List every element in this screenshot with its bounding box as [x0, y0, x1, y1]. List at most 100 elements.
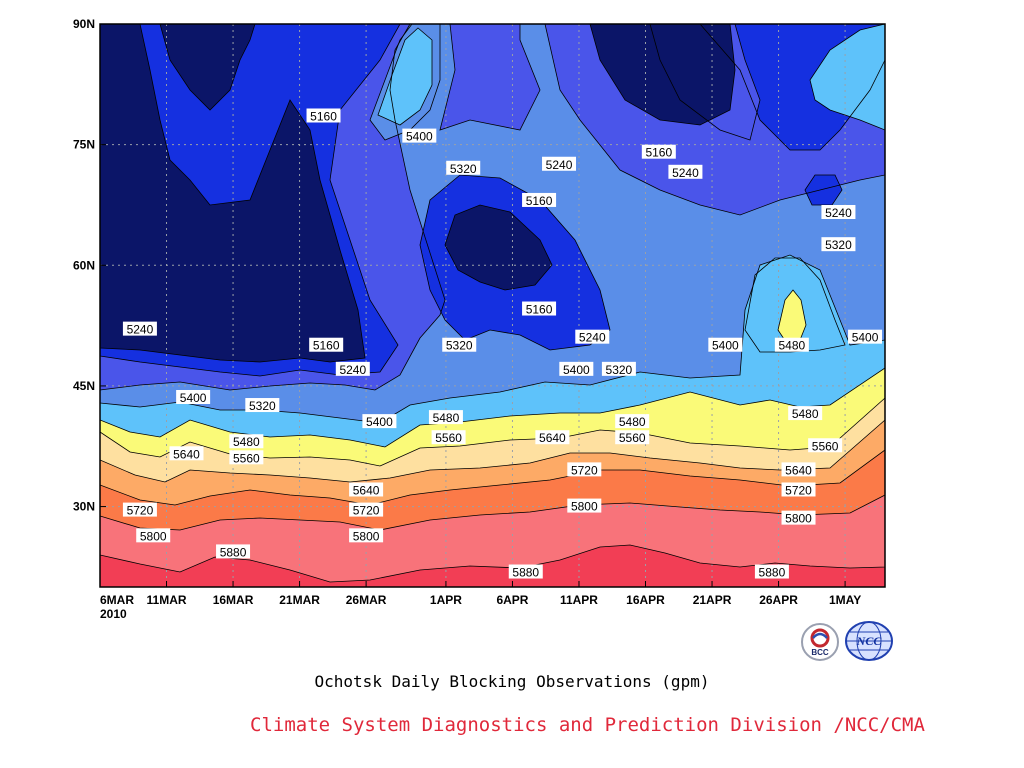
svg-text:5880: 5880 — [759, 566, 786, 580]
svg-text:5240: 5240 — [825, 206, 852, 220]
svg-text:5800: 5800 — [353, 529, 380, 543]
y-tick-label: 30N — [73, 500, 95, 514]
svg-text:5560: 5560 — [812, 439, 839, 453]
contour-band-below-5160-northwest — [160, 24, 255, 110]
ncc-globe-icon: NCC — [845, 621, 893, 661]
svg-text:5480: 5480 — [779, 339, 806, 353]
x-tick-label: 11MAR — [147, 593, 187, 607]
svg-text:5240: 5240 — [339, 363, 366, 377]
contour-label: 5880 — [754, 564, 789, 580]
contour-label: 5400 — [559, 361, 594, 377]
contour-label: 5240 — [575, 329, 610, 345]
svg-text:5320: 5320 — [606, 363, 633, 377]
y-tick-label: 75N — [73, 138, 95, 152]
x-axis-year: 2010 — [100, 607, 127, 621]
contour-band-5160-east-pocket — [805, 175, 842, 205]
svg-text:5400: 5400 — [563, 363, 590, 377]
contour-label: 5560 — [431, 430, 466, 445]
svg-text:5160: 5160 — [526, 303, 553, 317]
contour-label: 5560 — [615, 430, 650, 445]
contour-line — [377, 27, 433, 126]
contour-label: 5800 — [136, 528, 171, 543]
svg-text:5640: 5640 — [539, 431, 566, 445]
contour-line — [744, 257, 846, 353]
svg-text:5240: 5240 — [672, 166, 699, 180]
svg-text:5240: 5240 — [546, 158, 573, 172]
svg-text:5720: 5720 — [571, 463, 598, 477]
contour-label: 5320 — [446, 160, 481, 176]
contour-label: 5400 — [848, 329, 883, 345]
contour-line — [649, 24, 761, 141]
svg-text:5400: 5400 — [712, 339, 739, 353]
contour-line — [159, 24, 256, 111]
contour-label: 5720 — [122, 502, 157, 518]
contour-line — [444, 204, 553, 291]
contour-label: 5240 — [821, 205, 856, 220]
contour-line — [100, 24, 885, 448]
svg-text:5160: 5160 — [526, 194, 553, 208]
contour-line — [804, 174, 843, 206]
bcc-logo: BCC — [800, 622, 840, 662]
x-tick-label: 26MAR — [346, 593, 387, 607]
contour-label: 5720 — [349, 502, 384, 518]
svg-text:NCC: NCC — [856, 634, 883, 648]
contour-label: 5320 — [821, 237, 856, 252]
contour-line — [100, 24, 885, 531]
svg-text:5480: 5480 — [433, 411, 460, 425]
svg-text:5800: 5800 — [571, 500, 598, 514]
contour-band-below-5160-northeast — [590, 24, 735, 125]
contour-label: 5640 — [535, 430, 570, 445]
contour-label: 5160 — [522, 192, 557, 208]
x-tick-label: 1APR — [430, 593, 462, 607]
contour-label: 5160 — [522, 301, 557, 317]
svg-text:5160: 5160 — [313, 339, 340, 353]
contour-label: 5240 — [668, 164, 703, 180]
x-tick-label: 21MAR — [279, 593, 320, 607]
x-tick-label: 21APR — [693, 593, 732, 607]
contour-label: 5400 — [176, 389, 211, 405]
x-tick-label: 1MAY — [829, 593, 861, 607]
contour-line — [100, 24, 885, 467]
y-tick-label: 60N — [73, 258, 95, 272]
svg-text:5800: 5800 — [140, 529, 167, 543]
x-tick-label: 11APR — [560, 593, 598, 607]
svg-text:5240: 5240 — [127, 323, 154, 337]
svg-text:5160: 5160 — [645, 146, 672, 160]
y-tick-label: 90N — [73, 17, 95, 31]
contour-label: 5480 — [774, 337, 809, 353]
svg-text:5720: 5720 — [785, 483, 812, 497]
svg-text:5800: 5800 — [785, 512, 812, 526]
contour-label: 5560 — [808, 438, 843, 453]
svg-text:5880: 5880 — [220, 545, 247, 559]
svg-text:5160: 5160 — [310, 109, 337, 123]
svg-text:5480: 5480 — [792, 407, 819, 421]
x-tick-label: 6APR — [496, 593, 528, 607]
contour-label: 5160 — [641, 144, 676, 160]
bcc-logo-icon: BCC — [801, 623, 839, 661]
x-tick-label: 16APR — [626, 593, 665, 607]
svg-text:5720: 5720 — [353, 504, 380, 518]
contour-label: 5800 — [781, 510, 816, 526]
contour-label: 5640 — [349, 482, 384, 497]
contour-label: 5720 — [781, 482, 816, 497]
svg-text:5560: 5560 — [619, 431, 646, 445]
contour-line — [100, 24, 885, 483]
contour-label: 5800 — [567, 498, 602, 514]
svg-text:5480: 5480 — [619, 415, 646, 429]
svg-text:5400: 5400 — [180, 391, 207, 405]
contour-label: 5320 — [442, 337, 477, 353]
contour-label: 5640 — [781, 462, 816, 477]
contour-label: 5480 — [428, 410, 463, 425]
svg-text:5880: 5880 — [512, 566, 539, 580]
contour-line — [100, 24, 885, 506]
contour-label: 5640 — [169, 446, 204, 461]
chart-title: Ochotsk Daily Blocking Observations (gpm… — [314, 672, 710, 691]
contour-label: 5400 — [708, 337, 743, 353]
contour-label: 5160 — [309, 337, 344, 353]
svg-text:5560: 5560 — [233, 451, 260, 465]
contour-label: 5800 — [349, 528, 384, 543]
svg-text:5640: 5640 — [353, 483, 380, 497]
contour-label: 5160 — [306, 108, 341, 123]
